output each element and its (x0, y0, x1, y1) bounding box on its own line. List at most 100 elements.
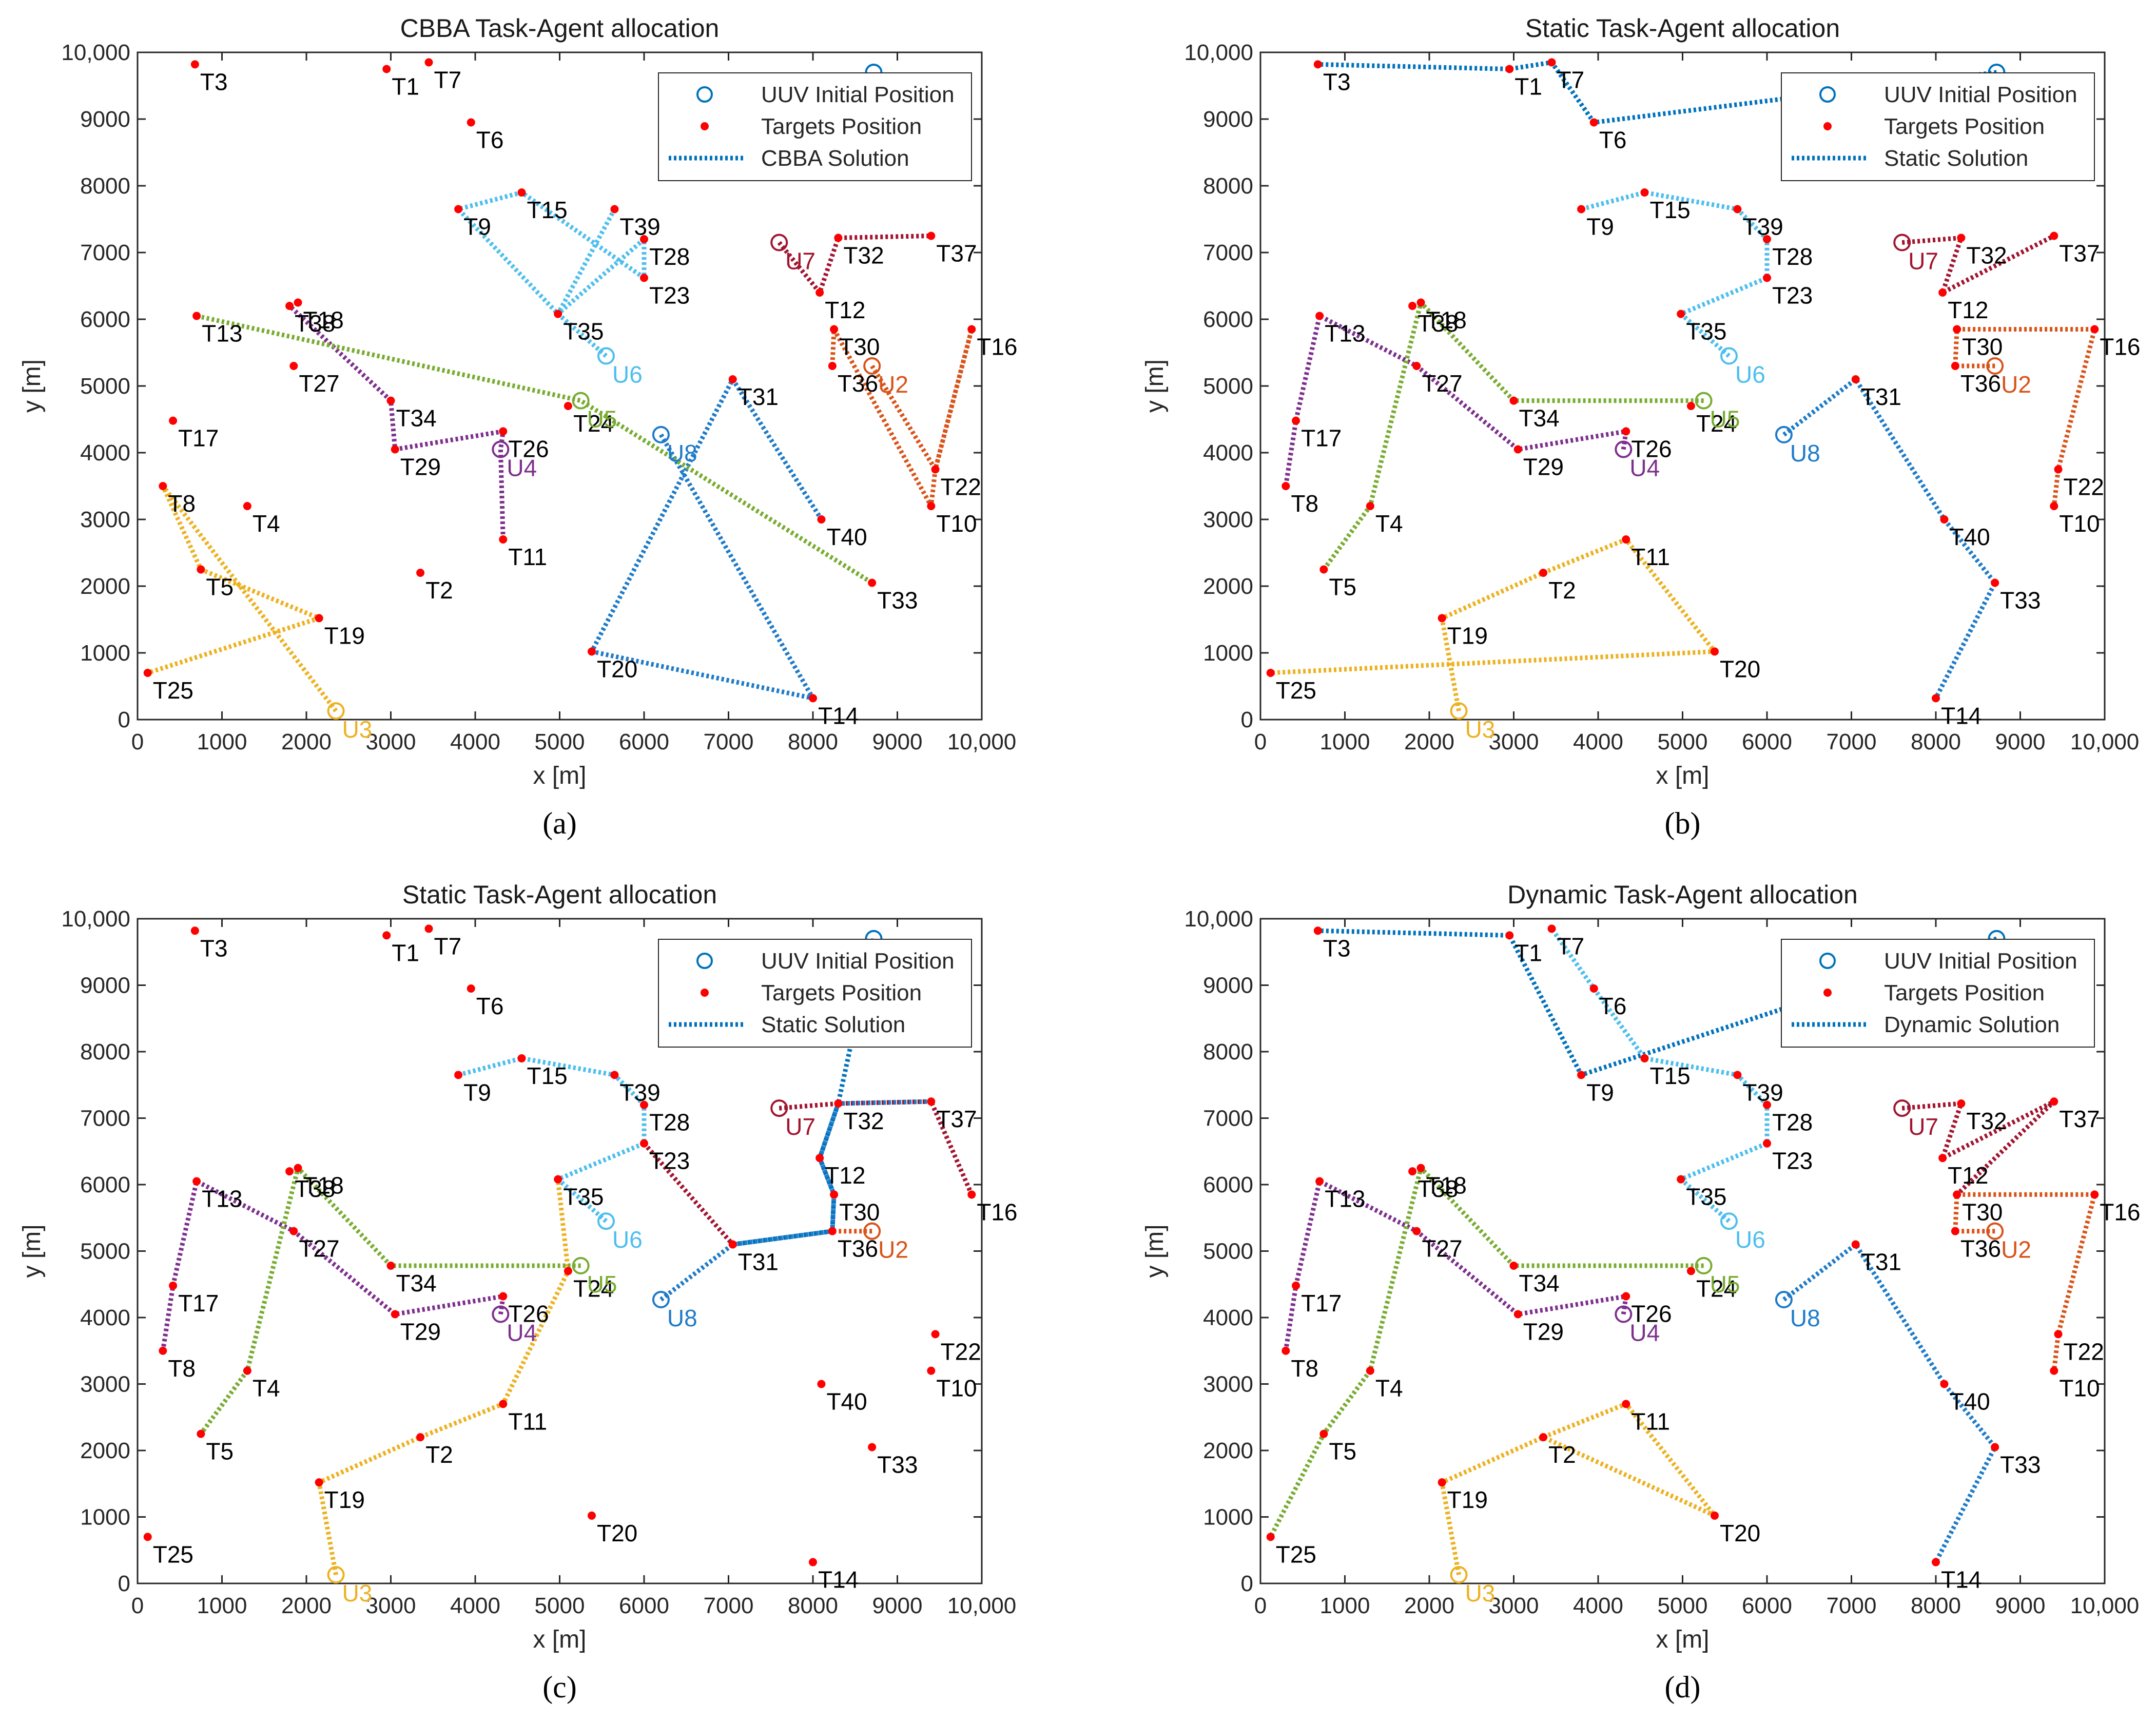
agent-label-U8: U8 (667, 440, 697, 467)
target-point-T6 (467, 118, 475, 127)
agent-marker-U4 (492, 440, 510, 458)
x-tick-label: 2000 (1404, 1593, 1454, 1618)
target-label-T34: T34 (1519, 1270, 1560, 1297)
x-tick-label: 8000 (1911, 1593, 1961, 1618)
x-tick-label: 7000 (1827, 729, 1877, 754)
target-label-T26: T26 (508, 435, 549, 462)
agent-label-U2: U2 (878, 1236, 908, 1263)
target-point-T8 (1281, 1346, 1290, 1355)
x-tick-label: 2000 (281, 1593, 332, 1618)
target-point-T23 (1763, 1139, 1771, 1148)
target-point-T17 (1292, 416, 1300, 425)
target-label-T19: T19 (1447, 1486, 1488, 1513)
target-label-T39: T39 (1742, 214, 1783, 240)
target-point-T12 (1938, 1154, 1947, 1163)
target-label-T18: T18 (1426, 1172, 1467, 1199)
agent-marker-U3 (327, 702, 345, 720)
target-point-T36 (1951, 362, 1959, 370)
y-tick-label: 9000 (1203, 973, 1253, 998)
agent-marker-U6 (597, 1212, 615, 1230)
y-tick-label: 9000 (80, 973, 130, 998)
target-point-T18 (294, 1164, 302, 1172)
target-point-T2 (1539, 569, 1548, 577)
chart-title: Static Task-Agent allocation (1525, 14, 1840, 43)
chart-title: Dynamic Task-Agent allocation (1507, 880, 1858, 909)
target-point-T32 (1957, 234, 1966, 242)
target-label-T39: T39 (619, 214, 660, 240)
target-point-T14 (809, 1558, 817, 1566)
target-label-T27: T27 (1422, 1235, 1462, 1262)
target-point-T28 (640, 1100, 648, 1109)
target-point-T38 (285, 302, 294, 310)
target-point-T24 (564, 1267, 572, 1275)
target-point-T35 (1677, 309, 1685, 318)
x-tick-label: 3000 (1489, 1593, 1539, 1618)
y-tick-label: 2000 (80, 1438, 130, 1463)
target-label-T30: T30 (1962, 1198, 2003, 1225)
agent-marker-U2 (863, 357, 881, 375)
x-tick-label: 4000 (450, 729, 500, 754)
legend-entry: Targets Position (1884, 980, 2045, 1005)
target-label-T30: T30 (1962, 334, 2003, 360)
agent-marker-U7 (770, 234, 788, 251)
x-axis-label: x [m] (1656, 762, 1710, 789)
target-point-T9 (454, 205, 463, 214)
panel-label: (d) (1665, 1670, 1701, 1704)
x-tick-label: 9000 (1995, 1593, 2046, 1618)
target-point-T11 (499, 535, 508, 544)
target-point-T24 (564, 402, 572, 410)
target-label-T20: T20 (1720, 1520, 1760, 1546)
target-label-T39: T39 (1742, 1079, 1783, 1106)
y-tick-label: 7000 (80, 1106, 130, 1131)
target-label-T2: T2 (425, 577, 453, 604)
y-tick-label: 4000 (80, 1305, 130, 1330)
target-point-T17 (1292, 1281, 1300, 1290)
agent-label-U3: U3 (1465, 716, 1495, 743)
agent-marker-U5 (572, 392, 590, 410)
target-label-T22: T22 (2064, 1338, 2104, 1365)
target-label-T32: T32 (843, 242, 884, 268)
route-U8 (1782, 1242, 1997, 1563)
target-label-T4: T4 (1375, 510, 1403, 537)
target-label-T17: T17 (178, 425, 219, 452)
target-label-T2: T2 (425, 1441, 453, 1468)
target-label-T5: T5 (206, 1438, 234, 1465)
target-point-T30 (1953, 1190, 1961, 1199)
target-label-T7: T7 (1557, 933, 1585, 959)
target-point-T27 (289, 1227, 298, 1235)
target-label-T38: T38 (295, 1175, 335, 1202)
y-tick-label: 5000 (80, 1239, 130, 1264)
y-axis-label: y [m] (1141, 1225, 1169, 1278)
target-label-T26: T26 (1631, 435, 1672, 462)
target-point-T9 (1577, 205, 1586, 214)
x-axis-label: x [m] (533, 1626, 587, 1653)
target-point-T37 (2050, 1097, 2058, 1106)
target-point-T9 (454, 1071, 463, 1079)
route-U3 (317, 1179, 571, 1576)
x-tick-label: 0 (131, 1593, 144, 1618)
target-label-T24: T24 (573, 1275, 614, 1302)
target-label-T25: T25 (153, 1541, 193, 1568)
y-tick-label: 1000 (80, 1505, 130, 1530)
agent-marker-U8 (1775, 1291, 1793, 1309)
target-label-T14: T14 (818, 1566, 859, 1593)
target-point-T40 (817, 515, 826, 524)
target-point-T7 (1547, 58, 1556, 67)
target-point-T26 (1622, 1292, 1630, 1301)
agent-label-U6: U6 (1735, 1226, 1765, 1253)
target-point-T34 (1509, 396, 1518, 405)
y-tick-label: 8000 (80, 1039, 130, 1065)
target-label-T17: T17 (178, 1290, 219, 1317)
agent-marker-U5 (572, 1256, 590, 1274)
y-tick-label: 4000 (1203, 440, 1253, 466)
target-label-T34: T34 (396, 405, 437, 432)
agent-label-U3: U3 (1465, 1580, 1495, 1607)
target-point-T16 (967, 325, 976, 334)
target-label-T1: T1 (1514, 939, 1542, 966)
target-point-T33 (868, 578, 877, 587)
target-point-T37 (927, 231, 936, 240)
target-point-T5 (1319, 1429, 1328, 1438)
target-point-T4 (243, 1366, 251, 1375)
y-tick-label: 7000 (80, 240, 130, 265)
target-point-T32 (834, 1099, 843, 1108)
